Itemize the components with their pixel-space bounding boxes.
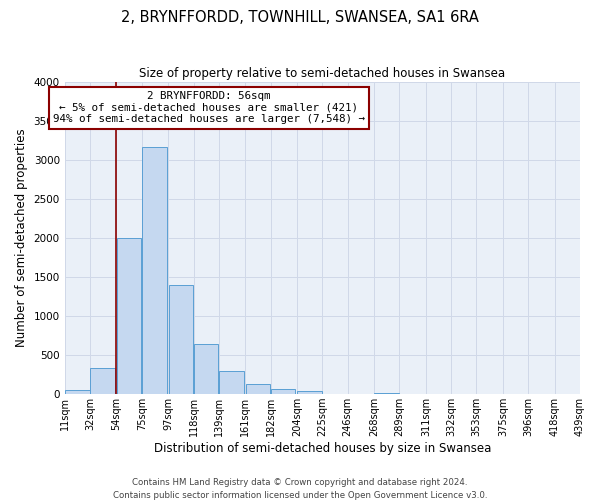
Bar bbox=[245, 384, 270, 394]
Text: 2, BRYNFFORDD, TOWNHILL, SWANSEA, SA1 6RA: 2, BRYNFFORDD, TOWNHILL, SWANSEA, SA1 6R… bbox=[121, 10, 479, 25]
Text: 2 BRYNFFORDD: 56sqm
← 5% of semi-detached houses are smaller (421)
94% of semi-d: 2 BRYNFFORDD: 56sqm ← 5% of semi-detache… bbox=[53, 91, 365, 124]
Bar bbox=[142, 146, 167, 394]
X-axis label: Distribution of semi-detached houses by size in Swansea: Distribution of semi-detached houses by … bbox=[154, 442, 491, 455]
Bar bbox=[374, 392, 399, 394]
Title: Size of property relative to semi-detached houses in Swansea: Size of property relative to semi-detach… bbox=[139, 68, 505, 80]
Text: Contains HM Land Registry data © Crown copyright and database right 2024.
Contai: Contains HM Land Registry data © Crown c… bbox=[113, 478, 487, 500]
Bar bbox=[271, 389, 295, 394]
Bar bbox=[169, 285, 193, 394]
Y-axis label: Number of semi-detached properties: Number of semi-detached properties bbox=[15, 128, 28, 347]
Bar bbox=[219, 370, 244, 394]
Bar bbox=[194, 344, 218, 394]
Bar bbox=[91, 368, 115, 394]
Bar bbox=[298, 391, 322, 394]
Bar bbox=[117, 238, 142, 394]
Bar bbox=[65, 390, 89, 394]
